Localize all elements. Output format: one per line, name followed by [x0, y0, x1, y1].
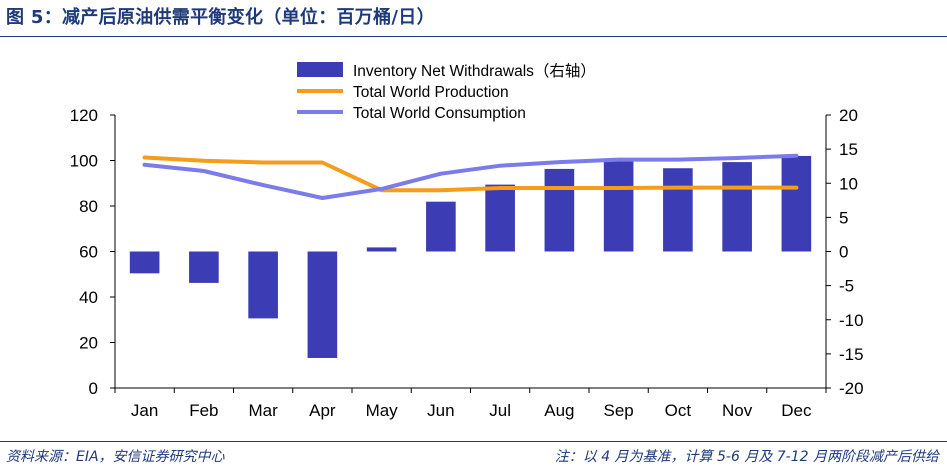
x-tick-label: Dec [781, 401, 812, 420]
title-divider [0, 36, 947, 37]
x-axis: Jan Feb Mar Apr May Jun Jul Aug Sep Oct Nov Dec [114, 387, 827, 420]
bar-dec [781, 155, 812, 252]
x-tick-label: Nov [722, 401, 753, 420]
right-tick-label: -15 [839, 345, 864, 364]
x-tick-label: Jul [489, 401, 511, 420]
right-tick-label: 20 [839, 106, 858, 125]
right-tick-label: -10 [839, 311, 864, 330]
bar-apr [307, 251, 338, 358]
figure-title: 图 5：减产后原油供需平衡变化（单位：百万桶/日） [6, 7, 435, 28]
legend-label: Total World Production [353, 84, 509, 101]
x-tick-label: May [366, 401, 399, 420]
x-tick-label: Apr [309, 401, 336, 420]
total-world-consumption-line [142, 153, 799, 200]
legend-label: Inventory Net Withdrawals（右轴） [353, 62, 596, 80]
source-note: 资料来源：EIA，安信证券研究中心 [6, 449, 225, 465]
left-tick-label: 60 [79, 243, 98, 262]
total-world-production-line [142, 155, 799, 193]
bar-feb [189, 251, 219, 283]
footer-divider [0, 441, 947, 442]
x-tick-label: Jun [427, 401, 454, 420]
right-tick-label: 15 [839, 140, 858, 159]
left-tick-label: 40 [79, 288, 98, 307]
bar-mar [248, 251, 278, 319]
bar-jan [129, 251, 160, 274]
right-y-axis: -20 -15 -10 -5 0 5 10 15 20 [825, 106, 864, 398]
left-tick-label: 120 [70, 106, 98, 125]
chart-legend: Inventory Net Withdrawals（右轴） Total World… [297, 62, 596, 122]
right-tick-label: 10 [839, 174, 858, 193]
x-tick-label: Mar [248, 401, 278, 420]
right-tick-label: -5 [839, 277, 854, 296]
left-tick-label: 100 [70, 152, 98, 171]
right-tick-label: 5 [839, 208, 848, 227]
legend-label: Total World Consumption [353, 105, 526, 122]
x-tick-label: Aug [544, 401, 574, 420]
bar-aug [544, 168, 575, 252]
right-tick-label: 0 [839, 243, 848, 262]
bar-nov [722, 162, 752, 252]
line-series [142, 153, 799, 200]
left-tick-label: 20 [79, 334, 98, 353]
x-tick-label: Feb [189, 401, 218, 420]
bar-oct [663, 168, 693, 252]
bar-jul [485, 184, 515, 252]
left-y-axis: 0 20 40 60 80 100 120 [70, 106, 116, 398]
bar-jun [426, 201, 456, 252]
left-tick-label: 80 [79, 197, 98, 216]
x-tick-label: Sep [604, 401, 634, 420]
x-tick-label: Jan [131, 401, 158, 420]
bar-series [129, 155, 812, 358]
legend-swatch-bar [297, 62, 343, 77]
bar-may [366, 247, 397, 252]
x-tick-label: Oct [665, 401, 692, 420]
right-tick-label: -20 [839, 379, 864, 398]
footnote: 注：以 4 月为基准，计算 5-6 月及 7-12 月两阶段减产后供给 [554, 449, 939, 465]
left-tick-label: 0 [89, 379, 98, 398]
bar-sep [603, 161, 634, 252]
